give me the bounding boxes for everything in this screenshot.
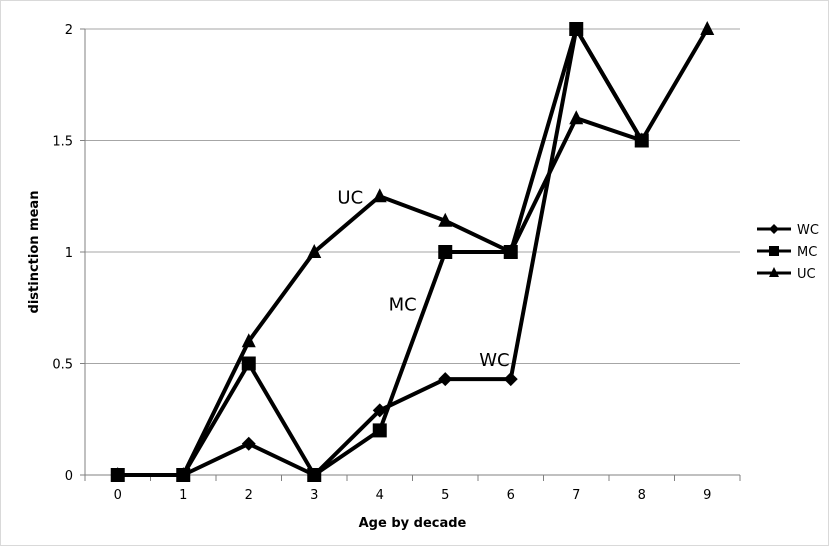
marker-diamond (503, 372, 518, 387)
y-tick-label: 0.5 (52, 358, 73, 373)
gridlines (85, 28, 740, 476)
marker-triangle (438, 212, 453, 227)
marker-square (569, 22, 584, 36)
marker-triangle (372, 188, 387, 203)
x-tick-label: 2 (245, 488, 253, 503)
x-tick-label: 4 (376, 488, 384, 503)
marker-triangle (634, 132, 649, 147)
x-axis-title: Age by decade (359, 516, 467, 531)
annotations: UC MC WC (337, 187, 509, 371)
marker-square (769, 246, 779, 256)
marker-triangle (110, 467, 125, 481)
y-tick-label: 2 (65, 23, 73, 38)
x-tick-label: 3 (310, 488, 318, 503)
marker-square (307, 468, 322, 482)
y-tick-label: 1 (65, 246, 73, 261)
marker-diamond (241, 436, 256, 451)
x-tick-label: 5 (441, 488, 449, 503)
x-tick-label: 8 (638, 488, 646, 503)
legend-label-uc: UC (797, 267, 816, 282)
marker-diamond (769, 224, 779, 234)
y-tick-label: 1.5 (52, 135, 73, 150)
annotation-uc: UC (337, 187, 363, 208)
marker-triangle (700, 21, 715, 35)
marker-square (438, 245, 453, 259)
marker-diamond (438, 372, 453, 387)
marker-square (372, 423, 387, 438)
marker-square (241, 356, 256, 371)
annotation-wc: WC (479, 350, 509, 371)
marker-diamond (372, 403, 387, 418)
x-tick-label: 1 (179, 488, 187, 503)
series-layer (110, 21, 715, 482)
y-axis-title: distinction mean (27, 191, 42, 314)
marker-triangle (569, 110, 584, 125)
legend: WC MC UC (757, 223, 819, 282)
legend-label-wc: WC (797, 223, 819, 238)
x-tick-label: 6 (507, 488, 515, 503)
marker-triangle (769, 267, 779, 277)
series-line-uc (117, 27, 709, 477)
x-tick-label: 9 (703, 488, 711, 503)
x-tick-label: 7 (572, 488, 580, 503)
marker-triangle (241, 333, 256, 348)
tick-labels: 0 0.5 1 1.5 2 0 1 2 3 4 5 6 7 8 9 (52, 23, 711, 503)
y-tick-label: 0 (65, 469, 73, 484)
axes (80, 28, 741, 481)
marker-triangle (176, 467, 191, 481)
marker-triangle (503, 244, 518, 258)
x-tick-label: 0 (114, 488, 122, 503)
annotation-mc: MC (389, 294, 417, 315)
marker-triangle (307, 244, 322, 258)
legend-label-mc: MC (797, 245, 817, 260)
